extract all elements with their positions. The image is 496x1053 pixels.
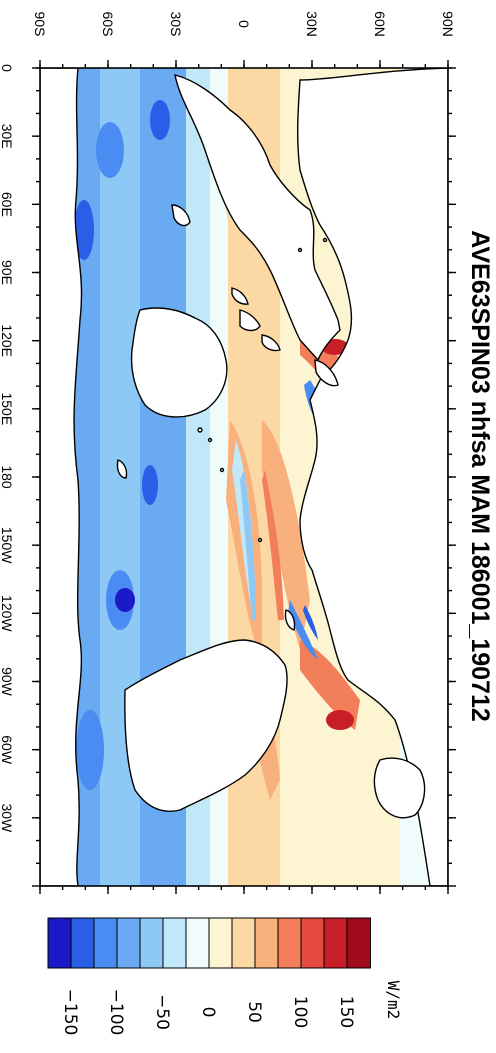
units-label: W/m2 [384,981,403,1020]
colorbar-swatch [231,917,256,969]
longitude-label: 90W [0,667,15,697]
colorbar-label: 150 [336,996,356,1028]
longitude-ticks [32,67,456,887]
colorbar-swatch [346,917,371,969]
longitude-label: 120W [0,595,15,632]
colorbar-label: 50 [244,1001,264,1023]
colorbar-swatch [162,917,187,969]
latitude-label: 30S [168,12,184,37]
longitude-label: 0 [0,64,15,72]
colorbar-label: −150 [60,989,80,1036]
colorbar-label: −50 [152,994,172,1030]
longitude-label: 60W [0,735,15,765]
longitude-label: 180 [0,465,15,489]
longitude-label: 150W [0,527,15,564]
colorbar-swatch [185,917,210,969]
coastlines [40,68,448,886]
latitude-label: 60S [100,12,116,37]
colorbar-label: 100 [290,996,310,1028]
colorbar-swatch [116,917,141,969]
longitude-label: 30E [0,124,15,149]
latitude-label: 30N [304,11,320,37]
longitude-label: 90E [0,260,15,285]
colorbar-swatch [139,917,164,969]
colorbar-swatch [277,917,302,969]
colorbar-swatch [254,917,279,969]
latitude-labels: 90S 60S 30S 0 30N 60N 90N [32,11,456,37]
longitude-label: 60E [0,192,15,217]
longitude-label: 30W [0,803,15,833]
latitude-label: 90S [32,12,48,37]
latitude-label: 60N [372,11,388,37]
colorbar-swatch [47,917,72,969]
colorbar-swatch [93,917,118,969]
map-title: AVE63SPIN03 nhfsa MAM 186001_190712 [466,230,494,721]
longitude-labels: 0 30E 60E 90E 120E 150E 180 150W 120W 90W 60W 30W [0,64,15,833]
colorbar-label: −100 [106,989,126,1036]
longitude-label: 150E [0,392,15,425]
colorbar-label: 0 [198,1007,218,1018]
latitude-ticks [39,60,449,894]
colorbar-swatch [208,917,233,969]
colorbar [47,917,371,969]
longitude-label: 120E [0,324,15,357]
colorbar-labels: −150 −100 −50 0 50 100 150 [60,989,356,1036]
latitude-label: 0 [236,20,252,28]
latitude-label: 90N [440,11,456,37]
colorbar-swatch [323,917,348,969]
colorbar-swatch [70,917,95,969]
colorbar-swatch [300,917,325,969]
